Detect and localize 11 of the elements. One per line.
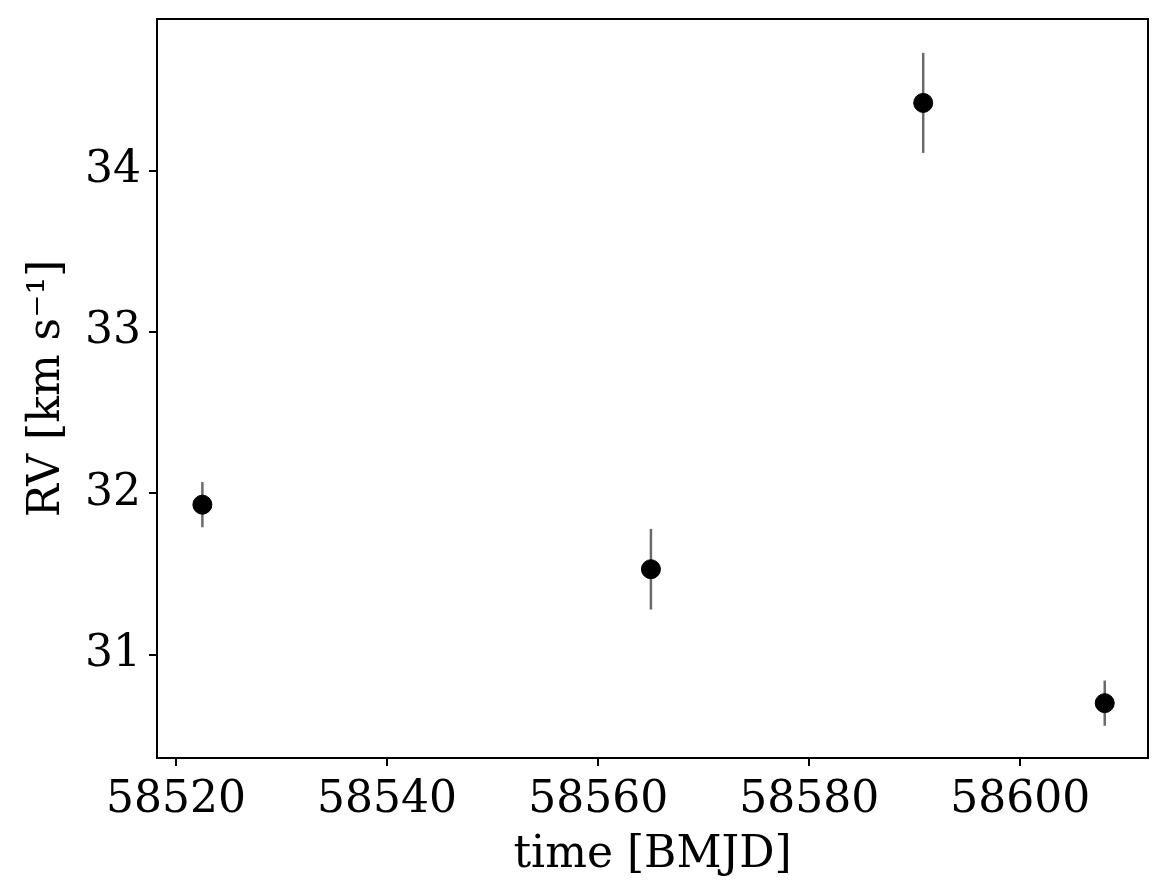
x-tick-label: 58600 (950, 770, 1091, 822)
y-axis-title: RV [km s⁻¹] (17, 259, 69, 518)
x-tick-label: 58560 (528, 770, 669, 822)
x-axis-title: time [BMJD] (513, 826, 792, 878)
y-tick-label: 34 (85, 141, 141, 193)
y-tick-label: 33 (85, 302, 141, 354)
x-tick-label: 58520 (106, 770, 246, 822)
x-tick-label: 58580 (739, 770, 880, 822)
y-tick-label: 32 (85, 463, 141, 515)
x-tick-label: 58540 (317, 770, 458, 822)
y-tick-label: 31 (85, 625, 141, 677)
